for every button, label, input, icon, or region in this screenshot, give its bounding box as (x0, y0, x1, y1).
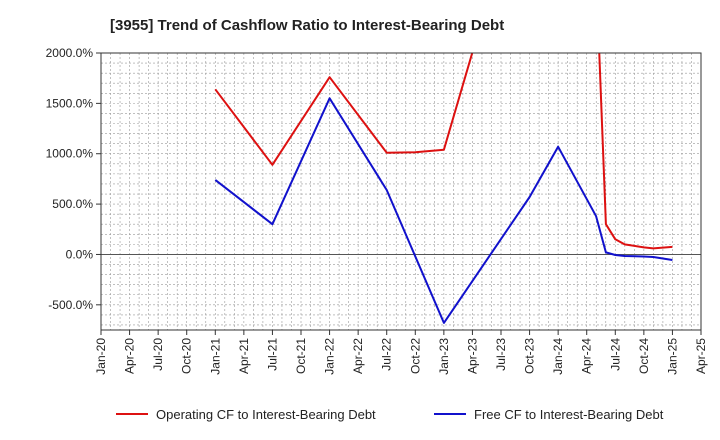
legend: Operating CF to Interest-Bearing Debt Fr… (116, 407, 664, 422)
x-tick-label: Oct-22 (408, 338, 422, 374)
y-tick-label: 0.0% (66, 247, 94, 261)
x-tick-label: Oct-24 (637, 338, 651, 374)
legend-label-free-cf: Free CF to Interest-Bearing Debt (474, 407, 664, 422)
x-tick-label: Jan-25 (665, 338, 679, 375)
x-tick-label: Jan-23 (437, 338, 451, 375)
x-axis: Jan-20 Apr-20 Jul-20 Oct-20 Jan-21 Apr-21 Jul-… (94, 330, 708, 375)
y-tick-label: 500.0% (52, 197, 93, 211)
x-tick-label: Apr-20 (123, 338, 137, 374)
x-tick-label: Jan-24 (551, 338, 565, 375)
x-tick-label: Oct-23 (523, 338, 537, 374)
x-tick-label: Jul-24 (608, 338, 622, 371)
y-tick-label: 1000.0% (46, 147, 94, 161)
x-tick-label: Jan-20 (94, 338, 108, 375)
x-tick-label: Jan-21 (208, 338, 222, 375)
x-tick-label: Jul-21 (265, 338, 279, 371)
x-tick-label: Oct-21 (294, 338, 308, 374)
x-tick-label: Oct-20 (180, 338, 194, 374)
series-line-free-cf (214, 97, 673, 324)
x-tick-label: Jan-22 (323, 338, 337, 375)
x-tick-label: Apr-23 (465, 338, 479, 374)
x-tick-label: Apr-24 (580, 338, 594, 374)
grid (101, 53, 701, 330)
series-layer (214, 53, 673, 324)
series-line-operating-cf (214, 53, 673, 250)
y-tick-label: -500.0% (48, 298, 93, 312)
x-tick-label: Jul-22 (380, 338, 394, 371)
y-tick-label: 1500.0% (46, 96, 94, 110)
plot-frame (100, 52, 702, 331)
x-tick-label: Jul-23 (494, 338, 508, 371)
x-tick-label: Apr-22 (351, 338, 365, 374)
chart-title: [3955] Trend of Cashflow Ratio to Intere… (110, 17, 504, 34)
x-tick-label: Jul-20 (151, 338, 165, 371)
y-tick-label: 2000.0% (46, 46, 94, 60)
x-tick-label: Apr-21 (237, 338, 251, 374)
y-axis: -500.0% 0.0% 500.0% 1000.0% 1500.0% 2000.0% (46, 46, 101, 312)
x-tick-label: Apr-25 (694, 338, 708, 374)
legend-label-operating-cf: Operating CF to Interest-Bearing Debt (156, 407, 376, 422)
